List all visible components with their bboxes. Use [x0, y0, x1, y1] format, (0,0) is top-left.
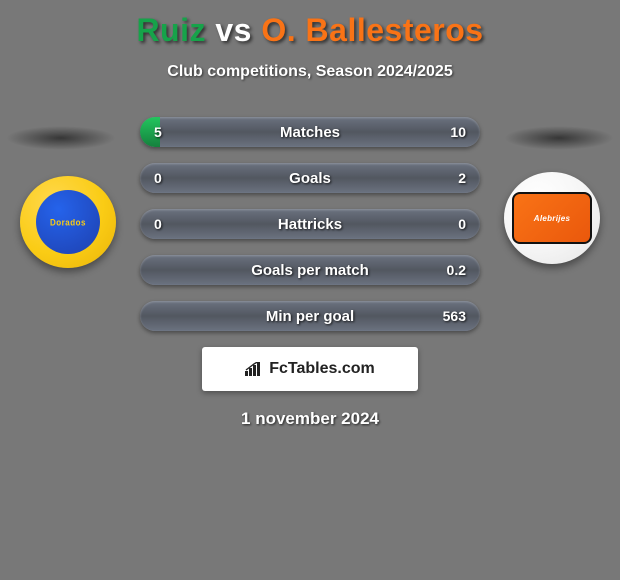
team-right-name: Alebrijes: [534, 214, 571, 223]
vs-text: vs: [215, 12, 252, 48]
date-text: 1 november 2024: [0, 409, 620, 429]
stat-label: Goals per match: [251, 262, 369, 279]
player2-name: O. Ballesteros: [261, 12, 483, 48]
stat-bars: 5 Matches 10 0 Goals 2 0 Hattricks 0 Goa…: [140, 117, 480, 331]
stat-row-goals: 0 Goals 2: [140, 163, 480, 193]
watermark-text: FcTables.com: [269, 360, 375, 378]
team-logo-left: Dorados: [20, 176, 116, 268]
stat-right-value: 0: [458, 216, 466, 232]
stat-right-value: 0.2: [447, 262, 466, 278]
player1-name: Ruiz: [136, 12, 206, 48]
chart-icon: [245, 362, 263, 376]
team-logo-right-inner: Alebrijes: [512, 192, 592, 244]
stat-label: Matches: [280, 124, 340, 141]
stat-row-min-per-goal: Min per goal 563: [140, 301, 480, 331]
page-title: Ruiz vs O. Ballesteros: [0, 0, 620, 49]
stat-right-value: 10: [450, 124, 466, 140]
team-logo-right: Alebrijes: [504, 172, 600, 264]
subtitle: Club competitions, Season 2024/2025: [0, 63, 620, 81]
stat-left-value: 5: [154, 124, 162, 140]
stat-right-value: 563: [443, 308, 466, 324]
stat-left-value: 0: [154, 170, 162, 186]
team-logo-left-inner: Dorados: [36, 190, 100, 254]
stat-row-hattricks: 0 Hattricks 0: [140, 209, 480, 239]
stat-label: Goals: [289, 170, 331, 187]
stat-row-matches: 5 Matches 10: [140, 117, 480, 147]
shadow-left: [6, 126, 116, 150]
stat-row-goals-per-match: Goals per match 0.2: [140, 255, 480, 285]
stat-label: Min per goal: [266, 308, 354, 325]
shadow-right: [504, 126, 614, 150]
stat-right-value: 2: [458, 170, 466, 186]
team-left-name: Dorados: [50, 217, 86, 227]
stat-label: Hattricks: [278, 216, 342, 233]
stat-left-value: 0: [154, 216, 162, 232]
watermark: FcTables.com: [202, 347, 418, 391]
